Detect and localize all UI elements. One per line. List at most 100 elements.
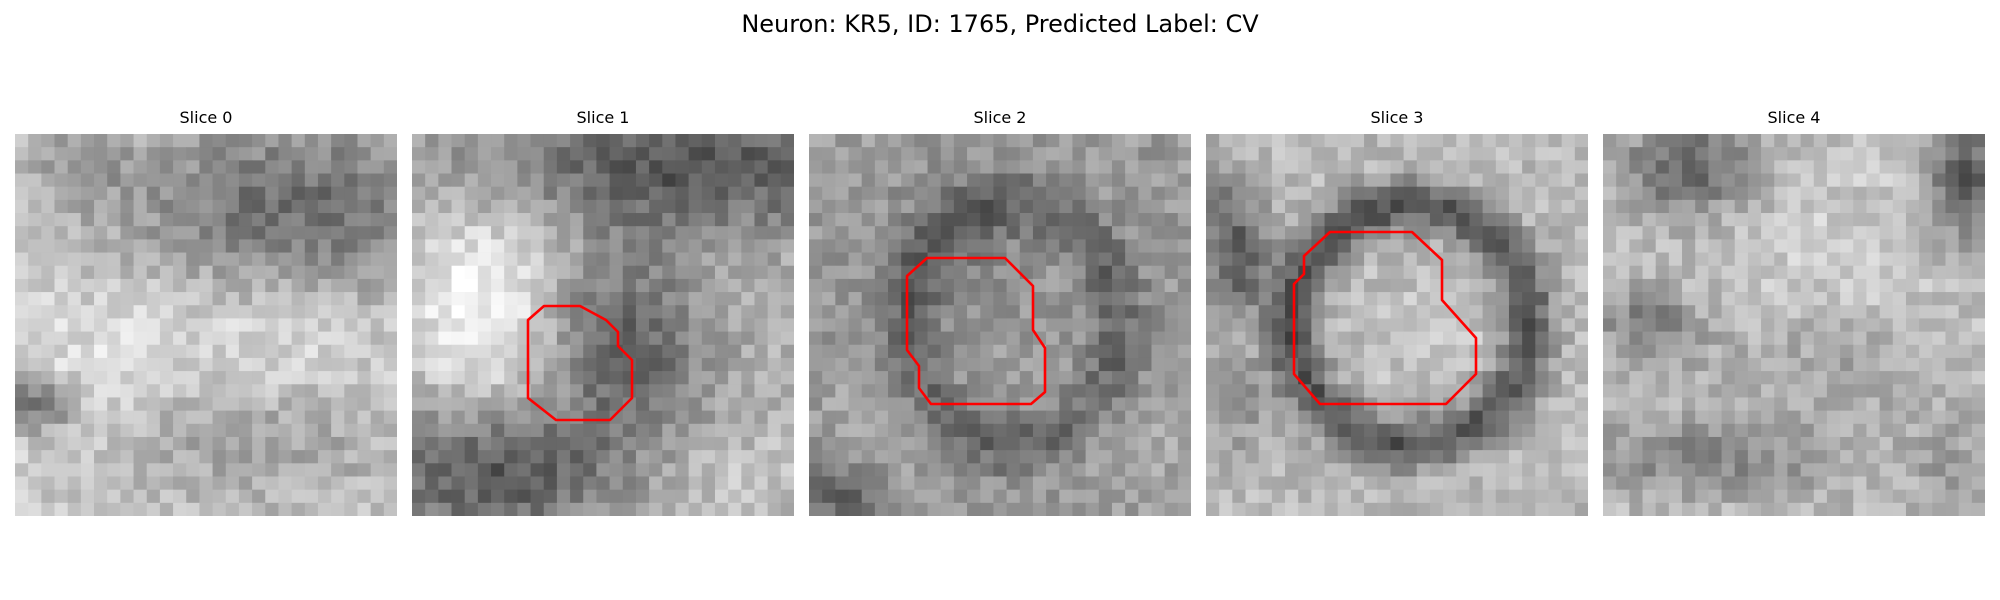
image-pixel bbox=[451, 213, 466, 227]
image-pixel bbox=[754, 423, 769, 438]
image-pixel bbox=[291, 463, 306, 477]
image-pixel bbox=[451, 318, 466, 332]
image-pixel bbox=[1655, 476, 1670, 491]
image-pixel bbox=[1258, 160, 1273, 174]
image-pixel bbox=[1800, 292, 1815, 306]
image-pixel bbox=[1747, 436, 1762, 451]
image-pixel bbox=[1377, 252, 1391, 267]
image-pixel bbox=[1046, 292, 1060, 306]
image-pixel bbox=[914, 173, 928, 188]
image-pixel bbox=[1495, 450, 1510, 464]
image-pixel bbox=[701, 502, 716, 516]
image-pixel bbox=[1932, 252, 1946, 267]
image-pixel bbox=[1574, 239, 1588, 253]
image-pixel bbox=[1138, 450, 1152, 464]
image-pixel bbox=[1429, 489, 1444, 504]
image-pixel bbox=[1337, 502, 1352, 516]
image-pixel bbox=[1324, 318, 1339, 332]
image-pixel bbox=[80, 436, 95, 451]
image-pixel bbox=[1032, 476, 1047, 491]
image-pixel bbox=[1245, 357, 1260, 372]
image-pixel bbox=[173, 213, 187, 227]
image-pixel bbox=[583, 265, 597, 280]
image-pixel bbox=[1879, 423, 1894, 438]
image-pixel bbox=[173, 463, 187, 477]
image-pixel bbox=[583, 476, 597, 491]
image-pixel bbox=[1416, 278, 1431, 293]
image-pixel bbox=[1482, 357, 1497, 372]
image-pixel bbox=[438, 252, 452, 267]
image-pixel bbox=[809, 173, 823, 188]
image-pixel bbox=[1032, 147, 1047, 161]
image-pixel bbox=[1708, 226, 1722, 240]
image-pixel bbox=[1892, 384, 1907, 398]
image-pixel bbox=[464, 450, 479, 464]
image-pixel bbox=[1932, 331, 1946, 346]
image-pixel bbox=[491, 423, 505, 438]
image-pixel bbox=[662, 436, 676, 451]
image-pixel bbox=[1629, 436, 1643, 451]
image-pixel bbox=[173, 265, 187, 280]
image-pixel bbox=[1734, 489, 1749, 504]
image-pixel bbox=[1892, 489, 1907, 504]
image-pixel bbox=[622, 292, 637, 306]
image-pixel bbox=[596, 252, 610, 267]
image-pixel bbox=[1774, 252, 1788, 267]
image-pixel bbox=[412, 186, 426, 201]
image-pixel bbox=[28, 147, 42, 161]
image-pixel bbox=[1561, 305, 1576, 319]
image-pixel bbox=[1774, 265, 1788, 280]
image-pixel bbox=[940, 384, 955, 398]
image-pixel bbox=[1258, 476, 1273, 491]
image-pixel bbox=[848, 344, 863, 359]
slice-3-title: Slice 3 bbox=[1370, 108, 1424, 127]
image-pixel bbox=[1059, 502, 1073, 516]
image-pixel bbox=[1245, 450, 1260, 464]
image-pixel bbox=[504, 357, 518, 372]
image-pixel bbox=[383, 226, 397, 240]
image-pixel bbox=[1721, 278, 1736, 293]
image-pixel bbox=[370, 410, 385, 425]
image-pixel bbox=[1469, 173, 1483, 188]
image-pixel bbox=[1840, 252, 1854, 267]
image-pixel bbox=[133, 463, 148, 477]
image-pixel bbox=[822, 371, 836, 385]
image-pixel bbox=[570, 305, 584, 319]
image-pixel bbox=[714, 344, 729, 359]
image-pixel bbox=[15, 423, 29, 438]
image-pixel bbox=[1892, 502, 1907, 516]
image-pixel bbox=[1046, 226, 1060, 240]
image-pixel bbox=[438, 450, 452, 464]
image-pixel bbox=[1377, 305, 1391, 319]
image-pixel bbox=[412, 239, 426, 253]
image-pixel bbox=[1761, 213, 1775, 227]
image-pixel bbox=[173, 134, 187, 148]
image-pixel bbox=[1364, 463, 1378, 477]
image-pixel bbox=[1734, 410, 1749, 425]
image-pixel bbox=[278, 318, 292, 332]
image-pixel bbox=[1629, 226, 1643, 240]
image-pixel bbox=[1403, 410, 1418, 425]
slice-4-image bbox=[1603, 134, 1985, 516]
image-pixel bbox=[370, 213, 385, 227]
image-pixel bbox=[1111, 476, 1126, 491]
image-pixel bbox=[186, 292, 200, 306]
image-pixel bbox=[1245, 252, 1260, 267]
image-pixel bbox=[1219, 199, 1233, 214]
image-pixel bbox=[1337, 265, 1352, 280]
image-pixel bbox=[767, 147, 782, 161]
image-pixel bbox=[1006, 371, 1021, 385]
image-pixel bbox=[317, 278, 332, 293]
image-pixel bbox=[835, 186, 849, 201]
image-pixel bbox=[953, 186, 968, 201]
image-pixel bbox=[1482, 265, 1497, 280]
image-pixel bbox=[1695, 502, 1709, 516]
image-pixel bbox=[780, 252, 794, 267]
image-pixel bbox=[1548, 410, 1563, 425]
image-pixel bbox=[596, 410, 610, 425]
image-pixel bbox=[1508, 147, 1523, 161]
image-pixel bbox=[1350, 199, 1365, 214]
image-pixel bbox=[67, 305, 82, 319]
image-pixel bbox=[1482, 450, 1497, 464]
image-pixel bbox=[1932, 213, 1946, 227]
